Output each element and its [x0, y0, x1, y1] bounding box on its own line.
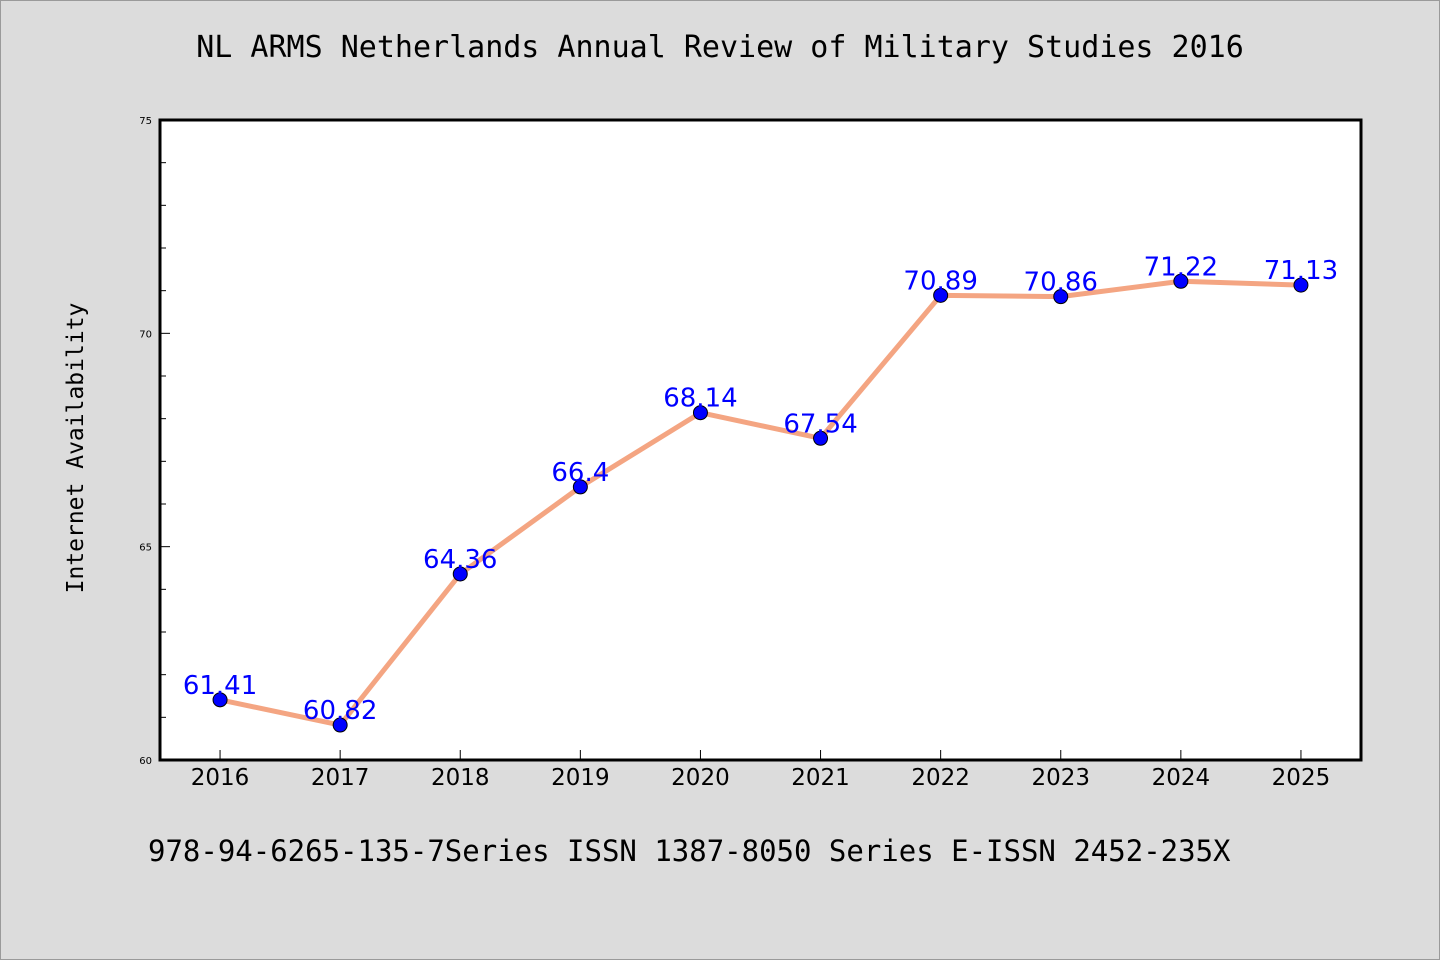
data-label: 71.13 [1264, 256, 1338, 286]
x-tick-label: 2023 [1031, 765, 1090, 791]
data-label: 67.54 [783, 409, 857, 439]
x-tick-label: 2019 [551, 765, 610, 791]
x-tick-label: 2017 [311, 765, 370, 791]
y-tick-label: 60 [139, 756, 152, 767]
data-point [1173, 273, 1189, 289]
data-labels-group: 61.41 60.82 64.36 66.4 68.14 67.54 70.89 70.86 7… [183, 252, 1338, 726]
data-point [692, 405, 708, 421]
chart-title: NL ARMS Netherlands Annual Review of Mil… [196, 30, 1244, 65]
x-tick-label: 2021 [791, 765, 850, 791]
data-label: 70.89 [903, 266, 977, 296]
x-tick-label: 2025 [1272, 765, 1331, 791]
data-label: 70.86 [1024, 268, 1098, 298]
data-point [452, 566, 468, 582]
x-tick-label: 2016 [191, 765, 250, 791]
x-tick-label: 2018 [431, 765, 490, 791]
plot-border [158, 118, 1363, 762]
data-label: 66.4 [551, 458, 609, 488]
data-point [332, 717, 348, 733]
y-tick-label: 75 [139, 116, 152, 127]
data-point [572, 479, 588, 495]
data-point [212, 692, 228, 708]
data-label: 61.41 [183, 671, 257, 701]
data-label: 60.82 [303, 696, 377, 726]
data-label: 71.22 [1144, 252, 1218, 282]
data-point [1053, 289, 1069, 305]
data-label: 68.14 [663, 384, 737, 414]
y-tick-label: 65 [139, 543, 152, 554]
data-point [1293, 277, 1309, 293]
x-tick-label: 2024 [1152, 765, 1211, 791]
markers-group [212, 273, 1309, 733]
x-tick-label: 2022 [911, 765, 970, 791]
data-label: 64.36 [423, 545, 497, 575]
series-line-group [217, 278, 1304, 728]
plot-area [160, 120, 1361, 760]
series-line [217, 278, 1304, 728]
x-axis: 2016 2017 2018 2019 2020 2021 2022 2023 2024 2025 [191, 750, 1330, 791]
data-point [813, 430, 829, 446]
x-tick-label: 2020 [671, 765, 730, 791]
data-point [933, 287, 949, 303]
footer-text: 978-94-6265-135-7Series ISSN 1387-8050 S… [148, 834, 1231, 868]
y-tick-label: 70 [139, 329, 152, 340]
